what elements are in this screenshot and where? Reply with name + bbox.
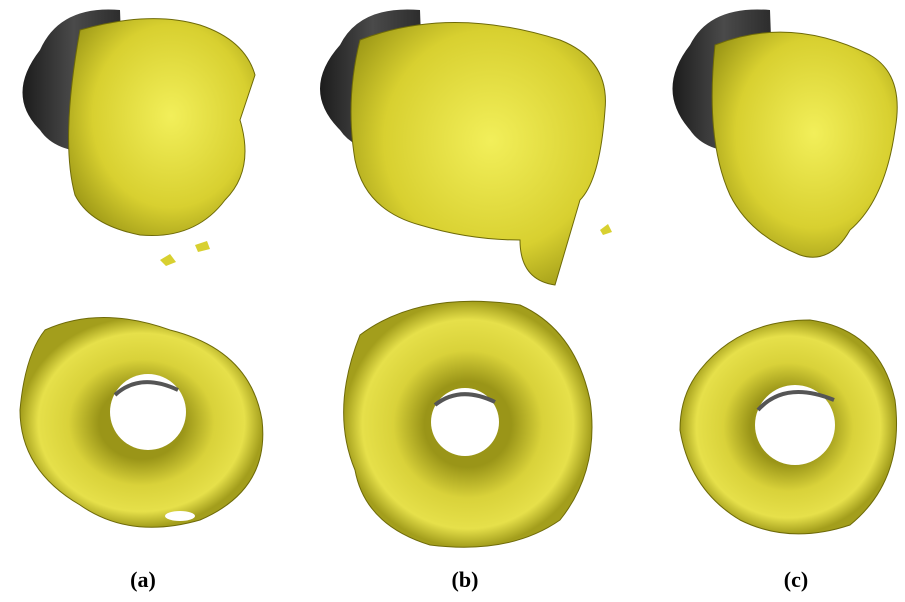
- render-b-top: [344, 301, 592, 547]
- panel-label: (c): [784, 567, 808, 592]
- render-c-top: [680, 320, 897, 534]
- panel-label: (b): [452, 567, 479, 592]
- render-a-side: [23, 10, 256, 267]
- render-c-side: [673, 9, 898, 257]
- figure: (a) (b) (c): [0, 0, 905, 602]
- render-b-side: [320, 9, 612, 285]
- panel-label: (a): [130, 567, 156, 592]
- render-a-top: [20, 318, 263, 528]
